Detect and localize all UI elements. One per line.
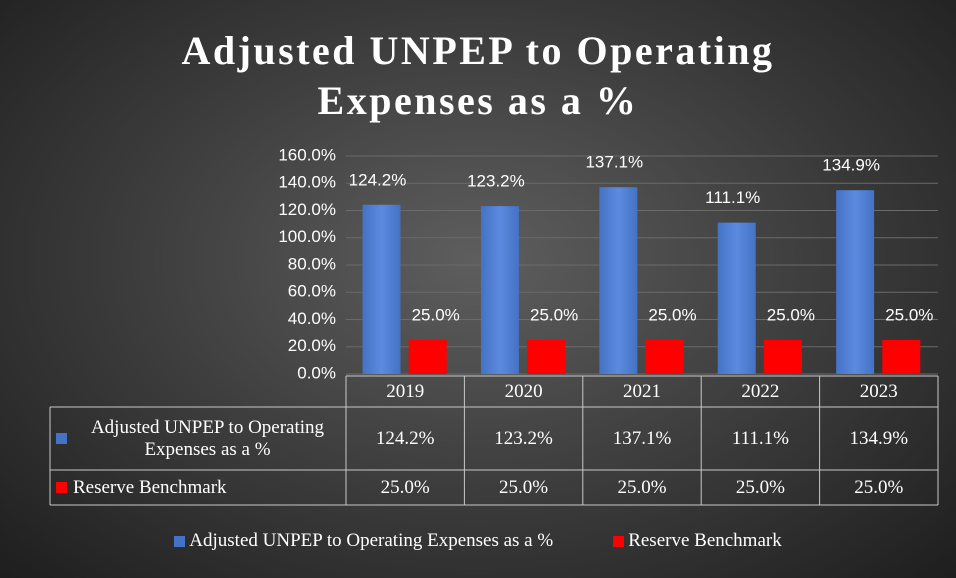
legend-item: Reserve Benchmark [613,530,782,552]
y-tick-label: 160.0% [278,145,336,164]
legend-key [174,535,186,547]
legend-item: Adjusted UNPEP to Operating Expenses as … [174,530,553,552]
legend-key [56,482,67,493]
y-tick-label: 120.0% [278,200,336,219]
table-cell: 25.0% [736,477,785,498]
table-row-label: Adjusted UNPEP to Operating Expenses as … [56,407,342,470]
x-tick-label: 2021 [623,381,661,402]
x-tick-label: 2022 [741,381,779,402]
bar [527,339,566,374]
y-tick-label: 100.0% [278,227,336,246]
data-label: 123.2% [467,172,525,191]
bar [645,339,684,374]
row-label-text: Reserve Benchmark [73,476,227,498]
table-row-label: Reserve Benchmark [56,470,342,505]
legend-text: Adjusted UNPEP to Operating Expenses as … [189,530,554,551]
table-cell: 25.0% [381,477,430,498]
y-tick-label: 0.0% [297,363,336,382]
data-label: 25.0% [412,305,460,324]
y-tick-label: 20.0% [288,336,336,355]
bar [480,206,519,374]
data-label: 134.9% [822,156,880,175]
data-label: 25.0% [530,305,578,324]
bar [836,190,875,374]
bar [717,222,756,374]
y-tick-label: 80.0% [288,254,336,273]
y-tick-label: 40.0% [288,309,336,328]
legend-key [56,433,67,444]
legend-key [613,535,625,547]
table-cell: 25.0% [854,477,903,498]
bar [882,339,921,374]
data-label: 111.1% [705,188,760,207]
data-label: 25.0% [767,305,815,324]
bar [599,187,638,374]
y-tick-label: 140.0% [278,173,336,192]
legend: Adjusted UNPEP to Operating Expenses as … [0,530,956,552]
bar [362,204,401,374]
y-tick-label: 60.0% [288,282,336,301]
row-label-text: Adjusted UNPEP to Operating Expenses as … [90,416,325,460]
table-cell: 134.9% [850,428,909,449]
table-cell: 111.1% [732,428,789,449]
x-tick-label: 2020 [505,381,543,402]
chart-title: Adjusted UNPEP to Operating Expenses as … [181,28,775,123]
data-label: 25.0% [648,305,696,324]
table-cell: 137.1% [613,428,672,449]
bar [763,339,802,374]
data-label: 137.1% [585,153,643,172]
table-cell: 25.0% [499,477,548,498]
x-tick-label: 2023 [860,381,898,402]
data-label: 25.0% [885,305,933,324]
x-tick-label: 2019 [386,381,424,402]
legend-text: Reserve Benchmark [628,530,782,551]
bar [408,339,447,374]
table-cell: 25.0% [617,477,666,498]
table-cell: 123.2% [494,428,553,449]
table-cell: 124.2% [376,428,435,449]
data-label: 124.2% [349,170,407,189]
